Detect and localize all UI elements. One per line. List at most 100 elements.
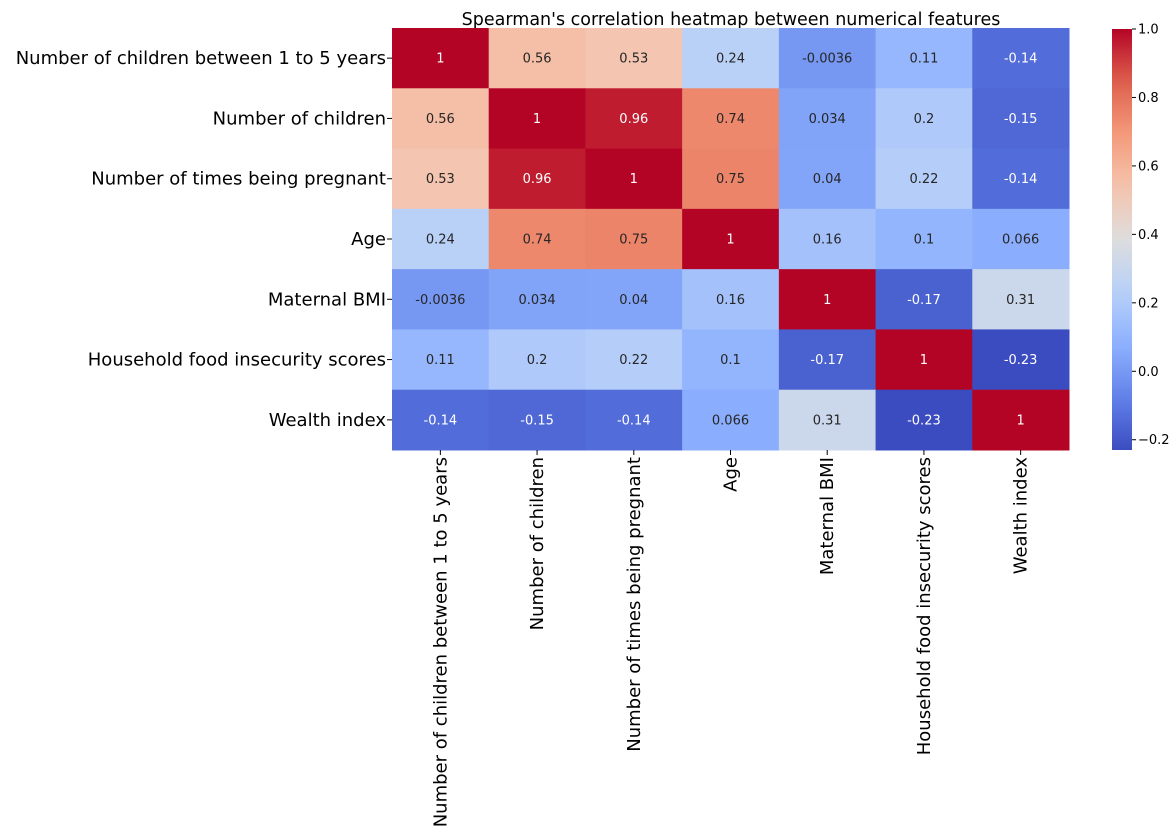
- cell-value-label: 0.56: [426, 112, 455, 127]
- heatmap-cell: [875, 269, 973, 330]
- heatmap-cell: [488, 28, 586, 89]
- column-label: Age: [721, 457, 742, 492]
- cell-value-label: 0.034: [809, 112, 846, 127]
- cell-value-label: -0.15: [1004, 112, 1038, 127]
- cell-value-label: 1: [823, 293, 831, 308]
- heatmap-cell: [972, 28, 1070, 89]
- heatmap-cell: [392, 28, 490, 89]
- cell-value-label: 0.96: [523, 172, 552, 187]
- cell-value-label: -0.14: [1004, 172, 1038, 187]
- heatmap-cell: [778, 148, 877, 210]
- row-label: Household food insecurity scores: [88, 350, 386, 371]
- cell-value-label: 1: [436, 52, 444, 67]
- colorbar-tick-label: 0.6: [1138, 159, 1159, 174]
- heatmap-cell: [778, 329, 877, 391]
- heatmap-cell: [682, 269, 780, 330]
- heatmap-cell: [875, 28, 973, 89]
- cell-value-label: -0.14: [424, 413, 458, 428]
- heatmap-cell: [392, 329, 490, 391]
- heatmap-cell: [682, 28, 780, 89]
- heatmap-cell: [972, 389, 1070, 451]
- heatmap-cell: [488, 269, 586, 330]
- cell-value-label: -0.17: [907, 293, 941, 308]
- cell-value-label: -0.14: [617, 413, 651, 428]
- cell-value-label: -0.23: [1004, 353, 1038, 368]
- cell-value-label: 0.04: [813, 172, 842, 187]
- heatmap-cell: [585, 28, 683, 89]
- heatmap-cell: [972, 329, 1070, 391]
- cell-value-label: 0.31: [813, 413, 842, 428]
- colorbar-tick-label: −0.2: [1138, 433, 1170, 448]
- heatmap-cell: [392, 148, 490, 210]
- column-labels: Number of children between 1 to 5 years N…: [430, 450, 1032, 827]
- heatmap-cell: [488, 208, 586, 270]
- heatmap-cell: [392, 88, 490, 150]
- heatmap-cell: [585, 269, 683, 330]
- heatmap-cell: [972, 88, 1070, 150]
- heatmap-cell: [778, 88, 877, 150]
- heatmap-cell: [585, 329, 683, 391]
- row-label: Number of times being pregnant: [91, 169, 386, 190]
- heatmap-cell: [682, 148, 780, 210]
- cell-value-label: 0.74: [523, 233, 552, 248]
- column-label: Wealth index: [1011, 457, 1032, 575]
- cell-value-label: -0.15: [520, 413, 554, 428]
- colorbar-tick-label: 0.8: [1138, 91, 1159, 106]
- cell-value-label: 0.1: [914, 233, 935, 248]
- cell-value-label: 1: [630, 172, 638, 187]
- cell-value-label: -0.0036: [415, 293, 465, 308]
- colorbar-tick-label: 0.4: [1138, 228, 1159, 243]
- column-label: Number of children between 1 to 5 years: [430, 457, 451, 827]
- cell-value-label: 1: [920, 353, 928, 368]
- heatmap-cell: [585, 88, 683, 150]
- cell-value-label: 1: [726, 233, 734, 248]
- cell-value-label: 0.31: [1006, 293, 1035, 308]
- cell-value-label: 0.2: [527, 353, 548, 368]
- cell-value-label: -0.23: [907, 413, 941, 428]
- heatmap-cell: [392, 389, 490, 451]
- row-label: Number of children between 1 to 5 years: [16, 48, 386, 69]
- colorbar-tick-label: 0.2: [1138, 296, 1159, 311]
- cell-value-label: 0.11: [426, 353, 455, 368]
- cell-value-label: 0.1: [720, 353, 741, 368]
- cell-value-label: 0.53: [426, 172, 455, 187]
- cell-value-label: 1: [1017, 413, 1025, 428]
- heatmap-cell: [682, 329, 780, 391]
- cell-value-label: 0.066: [712, 413, 749, 428]
- cell-value-label: 0.56: [523, 52, 552, 67]
- cell-value-label: -0.17: [810, 353, 844, 368]
- colorbar: 1.0 0.8 0.6 0.4 0.2 0.0 −0.2: [1112, 23, 1170, 450]
- heatmap-cell: [392, 208, 490, 270]
- heatmap-cell: [488, 88, 586, 150]
- cell-value-label: 0.75: [619, 233, 648, 248]
- cell-value-label: 0.74: [716, 112, 745, 127]
- heatmap-cells: 1 0.56 0.53 0.24 -0.0036 0.11 -0.140.56 1 0.96 0.…: [392, 28, 1070, 451]
- cell-value-label: 0.066: [1002, 233, 1039, 248]
- heatmap-cell: [778, 28, 877, 89]
- heatmap-cell: [682, 389, 780, 451]
- heatmap-cell: [488, 148, 586, 210]
- heatmap-cell: [875, 389, 973, 451]
- heatmap-cell: [585, 389, 683, 451]
- heatmap-cell: [778, 389, 877, 451]
- row-labels: Number of children between 1 to 5 years N…: [16, 48, 392, 431]
- heatmap-cell: [778, 208, 877, 270]
- row-label: Number of children: [213, 108, 386, 129]
- cell-value-label: 0.53: [619, 52, 648, 67]
- heatmap-cell: [392, 269, 490, 330]
- heatmap-cell: [682, 208, 780, 270]
- cell-value-label: -0.14: [1004, 52, 1038, 67]
- heatmap-cell: [875, 148, 973, 210]
- cell-value-label: -0.0036: [802, 52, 852, 67]
- heatmap-cell: [972, 148, 1070, 210]
- cell-value-label: 0.22: [619, 353, 648, 368]
- cell-value-label: 0.24: [426, 233, 455, 248]
- colorbar-tick-label: 1.0: [1138, 23, 1159, 38]
- column-label: Number of times being pregnant: [624, 457, 645, 752]
- cell-value-label: 0.2: [914, 112, 935, 127]
- row-label: Maternal BMI: [268, 289, 386, 310]
- heatmap-cell: [875, 88, 973, 150]
- cell-value-label: 0.034: [518, 293, 555, 308]
- column-label: Household food insecurity scores: [914, 457, 935, 755]
